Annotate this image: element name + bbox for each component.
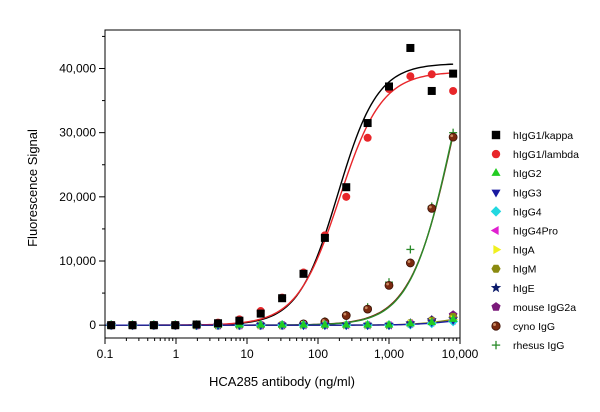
data-point [149, 321, 158, 330]
data-point [299, 269, 308, 278]
data-point [448, 132, 458, 142]
data-point [192, 320, 201, 329]
legend-marker [491, 264, 501, 273]
data-point [449, 86, 458, 95]
y-tick-label: 20,000 [59, 190, 96, 204]
legend-label: hIgG1/kappa [513, 130, 573, 142]
legend-label: hIgG3 [513, 187, 542, 199]
data-point [448, 314, 458, 322]
x-tick-label: 10 [240, 347, 254, 361]
data-point [278, 294, 287, 303]
data-point [406, 245, 415, 254]
legend-label: hIgG4 [513, 206, 542, 218]
legend-marker [491, 302, 501, 311]
legend-item: hIgG1/kappa [491, 130, 573, 142]
y-tick-label: 40,000 [59, 62, 96, 76]
data-point [235, 316, 244, 325]
data-point [427, 70, 436, 79]
x-axis: 0.1 1 10 100 1,000 10,000 [97, 338, 479, 361]
data-point [342, 183, 351, 192]
data-point [320, 233, 329, 242]
legend-item: hIgE [490, 282, 535, 295]
legend-label: mouse IgG2a [513, 302, 576, 314]
data-point [449, 69, 458, 78]
legend-label: hIgA [513, 245, 535, 257]
y-tick-label: 30,000 [59, 126, 96, 140]
y-tick-label: 0 [89, 318, 96, 332]
x-tick-label: 0.1 [97, 347, 114, 361]
data-point [363, 133, 372, 142]
legend-item: hIgG4 [490, 206, 542, 218]
data-point [341, 311, 351, 320]
legend-marker [491, 321, 501, 331]
data-point [406, 43, 415, 52]
data-point [363, 304, 373, 314]
legend-marker [490, 225, 499, 236]
legend-item: mouse IgG2a [491, 302, 576, 314]
data-point [342, 192, 351, 201]
y-axis: 0 10,000 20,000 30,000 40,000 [59, 35, 105, 332]
fit-curves [105, 63, 454, 326]
data-point [406, 318, 415, 327]
legend-marker [491, 149, 501, 159]
data-point [363, 119, 372, 128]
legend: hIgG1/kappa hIgG1/lambda hIgG2 hIgG3 hIgG4 hI… [490, 130, 579, 352]
legend-marker [491, 130, 501, 140]
legend-item: cyno IgG [491, 321, 555, 333]
legend-label: hIgM [513, 264, 536, 276]
data-point [427, 86, 436, 95]
data-point [405, 258, 415, 268]
x-tick-label: 10,000 [442, 347, 479, 361]
legend-label: cyno IgG [513, 321, 555, 333]
data-point [363, 320, 372, 328]
data-point [277, 320, 287, 328]
data-point [385, 82, 393, 91]
x-tick-label: 100 [308, 347, 328, 361]
data-point [427, 317, 437, 326]
legend-marker [491, 189, 501, 198]
data-point [256, 320, 266, 328]
legend-label: rhesus IgG [513, 340, 564, 352]
legend-item: hIgG4Pro [490, 225, 558, 238]
legend-marker [493, 245, 502, 255]
legend-label: hIgG4Pro [513, 226, 558, 238]
data-point [341, 320, 351, 328]
legend-label: hIgE [513, 283, 535, 295]
data-point [406, 72, 415, 81]
data-point [384, 320, 394, 328]
legend-item: hIgA [493, 245, 535, 257]
y-tick-label: 10,000 [59, 254, 96, 268]
data-point [171, 321, 180, 330]
data-point [384, 280, 394, 290]
legend-label: hIgG1/lambda [513, 149, 579, 161]
legend-marker [491, 167, 501, 176]
legend-marker [490, 282, 502, 293]
x-axis-label: HCA285 antibody (ng/ml) [209, 374, 355, 389]
plot-frame [104, 29, 461, 339]
data-point [299, 320, 308, 328]
y-axis-label: Fluorescence Signal [25, 129, 40, 247]
x-tick-label: 1 [173, 347, 180, 361]
data-point [320, 320, 330, 328]
legend-marker [491, 340, 501, 350]
legend-marker [490, 206, 502, 217]
x-tick-label: 1,000 [374, 347, 404, 361]
legend-item: hIgG3 [491, 187, 542, 199]
data-point [107, 321, 116, 330]
data-point [256, 309, 265, 318]
legend-item: hIgG1/lambda [491, 149, 579, 161]
fit-curve-1 [105, 72, 454, 326]
data-points [106, 43, 459, 331]
legend-item: hIgM [491, 264, 536, 276]
legend-item: rhesus IgG [491, 340, 564, 352]
data-point [427, 203, 437, 213]
plot-border [104, 29, 461, 339]
data-point [214, 319, 223, 328]
legend-label: hIgG2 [513, 168, 542, 180]
legend-item: hIgG2 [491, 167, 542, 180]
fit-curve-0 [105, 63, 454, 326]
data-point [128, 321, 137, 330]
